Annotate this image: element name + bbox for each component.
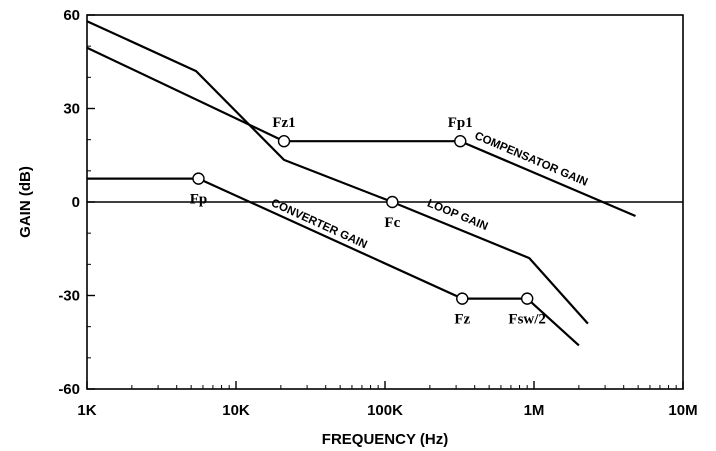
series-line-converter-gain	[87, 177, 580, 347]
point-label-fsw-2: Fsw/2	[508, 312, 546, 328]
marker-fp1	[454, 135, 467, 148]
marker-fp	[192, 172, 205, 185]
point-label-fp1: Fp1	[448, 115, 473, 131]
point-label-fz1: Fz1	[272, 115, 295, 131]
marker-fz	[456, 292, 469, 305]
y-axis-title: GAIN (dB)	[17, 166, 34, 238]
y-tick-label: 0	[72, 194, 80, 211]
x-tick-label: 1M	[524, 402, 545, 419]
x-tick-label: 10M	[668, 402, 697, 419]
y-tick-label: 60	[63, 7, 80, 24]
point-label-fz: Fz	[454, 312, 470, 328]
x-tick-label: 1K	[77, 402, 96, 419]
series-line-loop-gain	[86, 20, 589, 325]
curve-label-compensator-gain: COMPENSATOR GAIN	[473, 130, 590, 189]
x-axis-title: FREQUENCY (Hz)	[322, 431, 448, 448]
marker-fc	[386, 195, 399, 209]
point-label-fp: Fp	[190, 192, 208, 208]
curve-label-converter-gain: CONVERTER GAIN	[269, 197, 369, 251]
y-tick-label: -30	[58, 288, 80, 305]
point-markers	[192, 135, 534, 305]
marker-fsw-2	[520, 292, 534, 305]
x-tick-label: 10K	[222, 402, 250, 419]
x-tick-label: 100K	[367, 402, 403, 419]
point-label-fc: Fc	[384, 215, 400, 231]
y-tick-label: -60	[58, 381, 80, 398]
marker-fz1	[277, 135, 291, 148]
series-lines	[86, 20, 636, 347]
series-line-compensator-gain	[86, 46, 636, 218]
y-tick-label: 30	[63, 101, 80, 118]
axes: 1K 10K 100K 1M 10M 60 30 0 -30 -60 FREQUENCY (Hz) G…	[17, 7, 698, 448]
